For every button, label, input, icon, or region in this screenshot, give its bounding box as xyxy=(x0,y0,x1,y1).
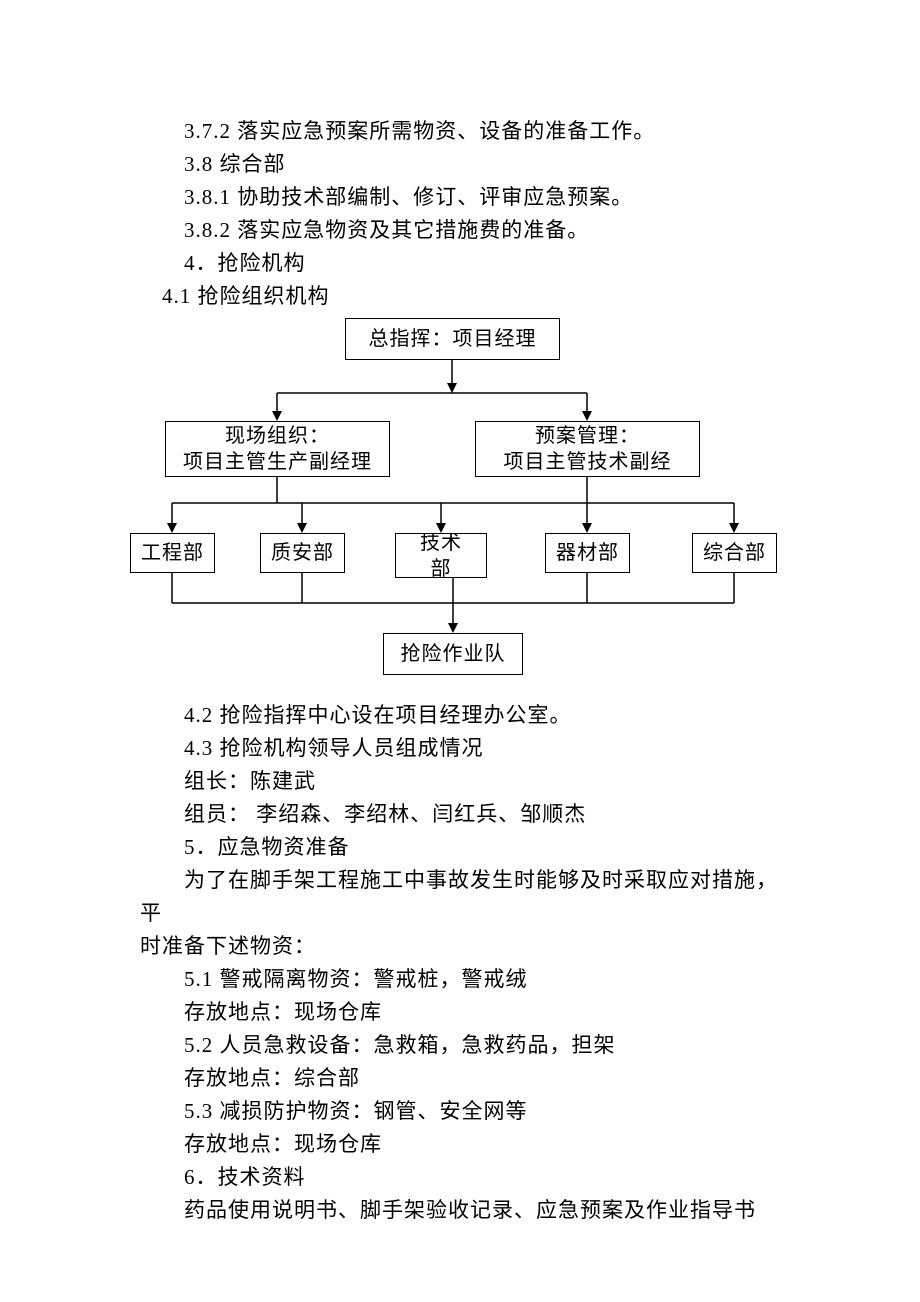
paragraph: 6．技术资料 xyxy=(140,1161,780,1194)
paragraph: 组员： 李绍森、李绍林、闫红兵、邹顺杰 xyxy=(140,798,780,831)
chart-connectors xyxy=(130,313,810,683)
node-label: 质安部 xyxy=(271,540,334,566)
paragraph: 4．抢险机构 xyxy=(140,247,780,280)
paragraph: 4.1 抢险组织机构 xyxy=(140,280,780,313)
paragraph: 组长：陈建武 xyxy=(140,765,780,798)
node-mid-left: 现场组织： 项目主管生产副经理 xyxy=(165,421,390,477)
node-dept4: 器材部 xyxy=(545,533,630,573)
node-dept5: 综合部 xyxy=(692,533,777,573)
node-label: 器材部 xyxy=(556,540,619,566)
org-chart: 总指挥：项目经理 现场组织： 项目主管生产副经理 预案管理： 项目主管技术副经 … xyxy=(130,313,810,683)
node-label: 总指挥：项目经理 xyxy=(369,326,537,352)
paragraph: 5．应急物资准备 xyxy=(140,831,780,864)
paragraph: 3.8.2 落实应急物资及其它措施费的准备。 xyxy=(140,214,780,247)
node-dept3: 技术 部 xyxy=(395,533,487,578)
paragraph: 时准备下述物资： xyxy=(140,930,780,963)
paragraph: 3.7.2 落实应急预案所需物资、设备的准备工作。 xyxy=(140,115,780,148)
node-label: 预案管理： xyxy=(535,423,640,449)
node-label: 项目主管生产副经理 xyxy=(183,449,372,475)
paragraph: 存放地点：综合部 xyxy=(140,1062,780,1095)
node-label: 工程部 xyxy=(141,540,204,566)
paragraph: 3.8 综合部 xyxy=(140,148,780,181)
paragraph: 为了在脚手架工程施工中事故发生时能够及时采取应对措施，平 xyxy=(140,864,780,930)
node-label: 抢险作业队 xyxy=(401,641,506,667)
paragraph: 5.2 人员急救设备：急救箱，急救药品，担架 xyxy=(140,1029,780,1062)
paragraph: 4.2 抢险指挥中心设在项目经理办公室。 xyxy=(140,699,780,732)
node-label: 技术 xyxy=(420,533,462,556)
node-top: 总指挥：项目经理 xyxy=(345,318,560,360)
paragraph: 5.3 减损防护物资：钢管、安全网等 xyxy=(140,1095,780,1128)
node-label: 综合部 xyxy=(703,540,766,566)
paragraph: 存放地点：现场仓库 xyxy=(140,996,780,1029)
node-dept2: 质安部 xyxy=(260,533,345,573)
node-bottom: 抢险作业队 xyxy=(383,633,523,675)
node-label: 现场组织： xyxy=(225,423,330,449)
paragraph: 5.1 警戒隔离物资：警戒桩，警戒绒 xyxy=(140,963,780,996)
node-dept1: 工程部 xyxy=(130,533,215,573)
paragraph: 4.3 抢险机构领导人员组成情况 xyxy=(140,732,780,765)
paragraph: 药品使用说明书、脚手架验收记录、应急预案及作业指导书 xyxy=(140,1194,780,1227)
node-mid-right: 预案管理： 项目主管技术副经 xyxy=(475,421,700,477)
node-label: 项目主管技术副经 xyxy=(504,449,672,475)
node-label: 部 xyxy=(431,556,452,579)
paragraph: 3.8.1 协助技术部编制、修订、评审应急预案。 xyxy=(140,181,780,214)
paragraph: 存放地点：现场仓库 xyxy=(140,1128,780,1161)
